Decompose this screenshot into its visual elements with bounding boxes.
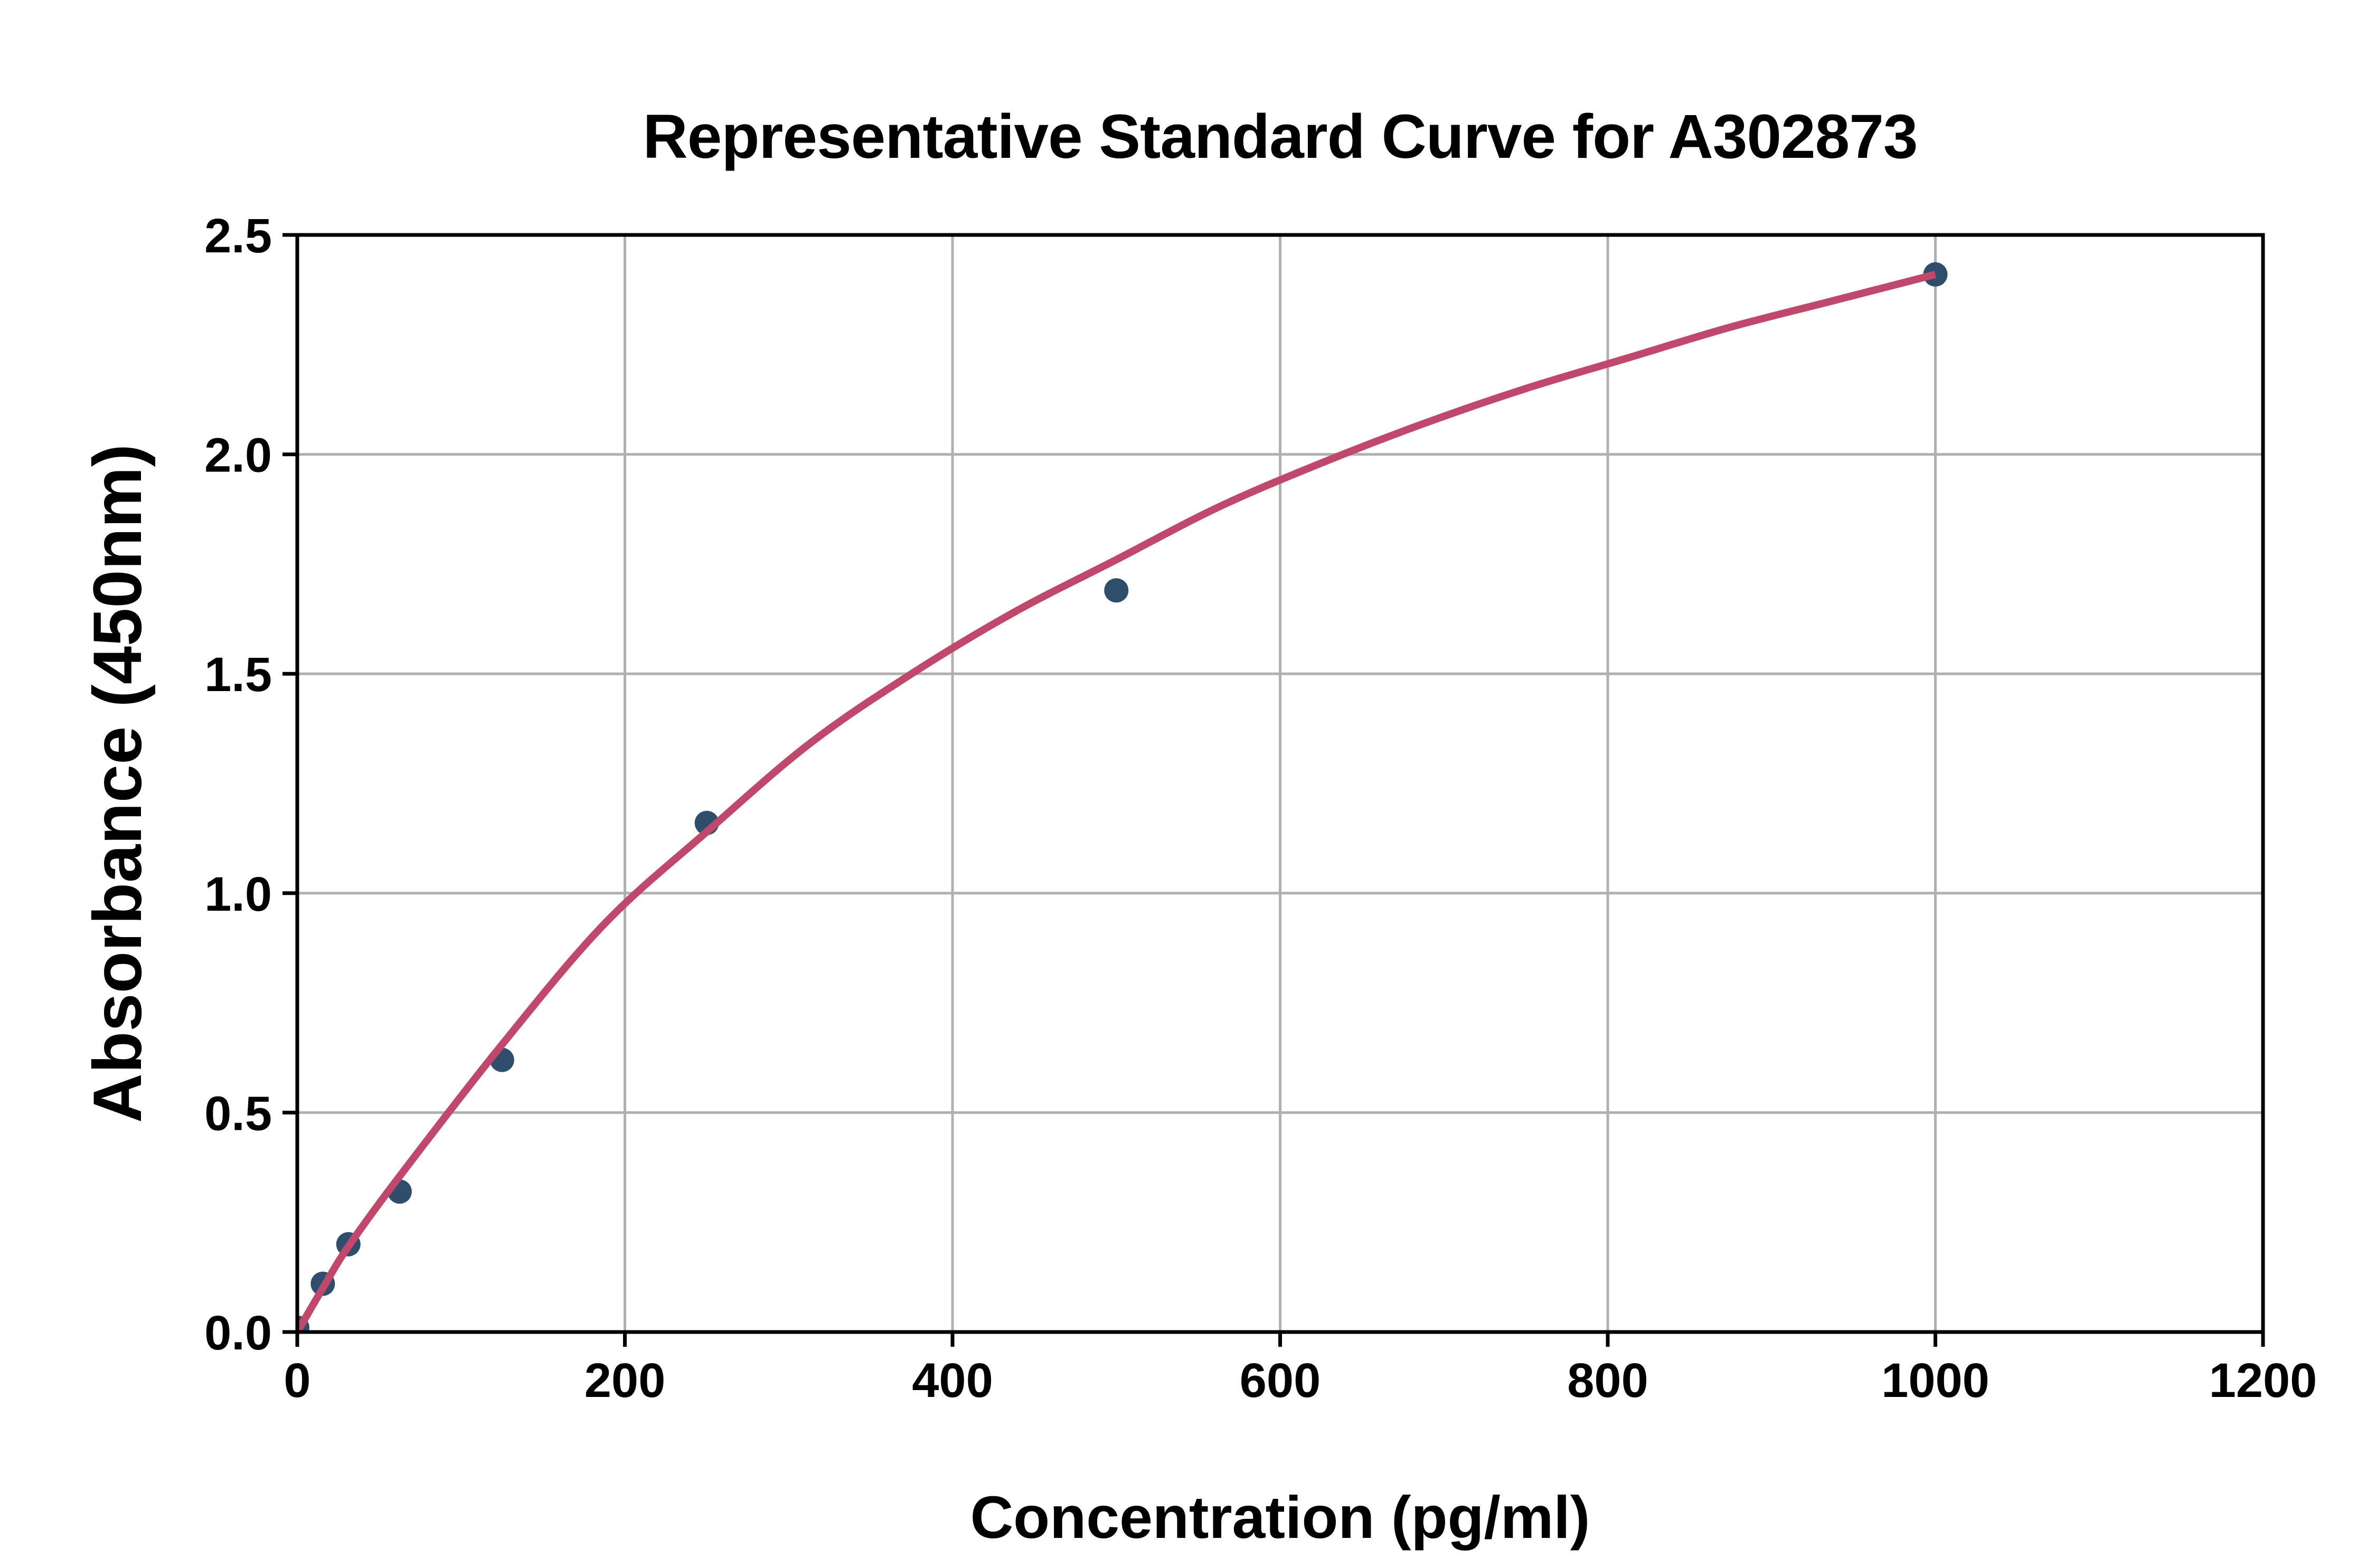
fit-curve-path <box>297 271 1937 1332</box>
x-axis-label: Concentration (pg/ml) <box>970 1484 1590 1551</box>
y-tick-label-1.5: 1.5 <box>204 648 272 702</box>
data-point-500 <box>1104 578 1129 603</box>
x-tick-label-1000: 1000 <box>1881 1354 1990 1408</box>
y-tick-label-2: 2.0 <box>204 429 272 483</box>
x-tick-label-400: 400 <box>912 1354 993 1408</box>
y-tick-label-0.5: 0.5 <box>204 1087 272 1140</box>
x-tick-label-1200: 1200 <box>2209 1354 2317 1408</box>
y-tick-label-0: 0.0 <box>204 1306 272 1360</box>
x-tick-label-200: 200 <box>584 1354 666 1408</box>
x-tick-label-0: 0 <box>284 1354 310 1408</box>
data-layer <box>297 262 1948 1332</box>
x-tick-label-600: 600 <box>1240 1354 1321 1408</box>
y-tick-label-2.5: 2.5 <box>204 209 272 263</box>
x-tick-label-800: 800 <box>1567 1354 1648 1408</box>
standard-points-group <box>297 262 1948 1332</box>
y-tick-label-1: 1.0 <box>204 867 272 921</box>
chart-title: Representative Standard Curve for A30287… <box>643 102 1918 172</box>
